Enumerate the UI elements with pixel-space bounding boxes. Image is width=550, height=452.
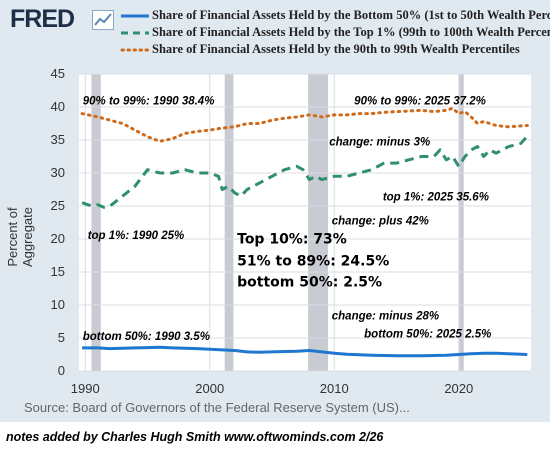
recession-band — [458, 74, 464, 371]
annotation-label: bottom 50%: 2025 2.5% — [364, 328, 491, 340]
y-tick-label: 5 — [58, 330, 65, 345]
legend-item: Share of Financial Assets Held by the Bo… — [120, 8, 550, 25]
line-chart: 0 5 10 15 20 25 30 35 40 45 1990 2000 2010 2020 90% to… — [51, 66, 531, 396]
annotation-label: change: minus 3% — [329, 136, 430, 148]
series-line-1 — [82, 345, 528, 358]
chart-line-icon — [92, 10, 114, 30]
legend-label: Share of Financial Assets Held by the 90… — [152, 42, 520, 56]
y-tick-label: 30 — [51, 165, 65, 180]
x-tick-label: 2000 — [195, 381, 224, 396]
y-tick-label: 45 — [51, 66, 65, 81]
y-tick-label: 15 — [51, 264, 65, 279]
x-tick-label: 2010 — [320, 381, 349, 396]
chart-legend: Share of Financial Assets Held by the Bo… — [120, 8, 550, 59]
recession-band — [308, 74, 329, 371]
annotation-label: bottom 50%: 2.5% — [237, 275, 382, 291]
annotation-label: change: plus 42% — [332, 215, 429, 227]
legend-label: Share of Financial Assets Held by the Bo… — [152, 8, 550, 22]
y-tick-label: 10 — [51, 297, 65, 312]
y-tick-label: 0 — [58, 363, 65, 378]
legend-item: Share of Financial Assets Held by the To… — [120, 25, 550, 42]
annotation-label: Top 10%: 73% — [237, 232, 347, 248]
legend-swatch-solid — [121, 14, 149, 18]
y-tick-label: 35 — [51, 132, 65, 147]
legend-label: Share of Financial Assets Held by the To… — [152, 25, 550, 39]
fred-logo: FRED — [10, 5, 75, 33]
y-tick-label: 40 — [51, 99, 65, 114]
annotation-label: 51% to 89%: 24.5% — [237, 253, 389, 269]
annotation-label: 90% to 99%: 1990 38.4% — [83, 95, 215, 107]
source-note: Source: Board of Governors of the Federa… — [24, 400, 410, 415]
legend-item: Share of Financial Assets Held by the 90… — [120, 42, 550, 59]
recession-band — [224, 74, 234, 371]
legend-swatch-dotted — [120, 48, 150, 52]
annotation-label: 90% to 99%: 2025 37.2% — [354, 95, 486, 107]
series-line-2 — [81, 135, 529, 209]
legend-swatch-dashed — [121, 31, 149, 35]
annotation-label: top 1%: 2025 35.6% — [383, 192, 489, 204]
annotation-label: change: minus 28% — [332, 311, 439, 323]
x-tick-label: 1990 — [71, 381, 100, 396]
plot-area — [79, 74, 531, 371]
y-tick-label: 25 — [51, 198, 65, 213]
series-line-3 — [80, 106, 529, 143]
recession-band — [91, 74, 101, 371]
annotation-label: bottom 50%: 1990 3.5% — [83, 331, 210, 343]
author-notes: notes added by Charles Hugh Smith www.of… — [6, 430, 384, 444]
annotation-label: top 1%: 1990 25% — [88, 230, 185, 242]
y-tick-label: 20 — [51, 231, 65, 246]
x-tick-label: 2020 — [444, 381, 473, 396]
